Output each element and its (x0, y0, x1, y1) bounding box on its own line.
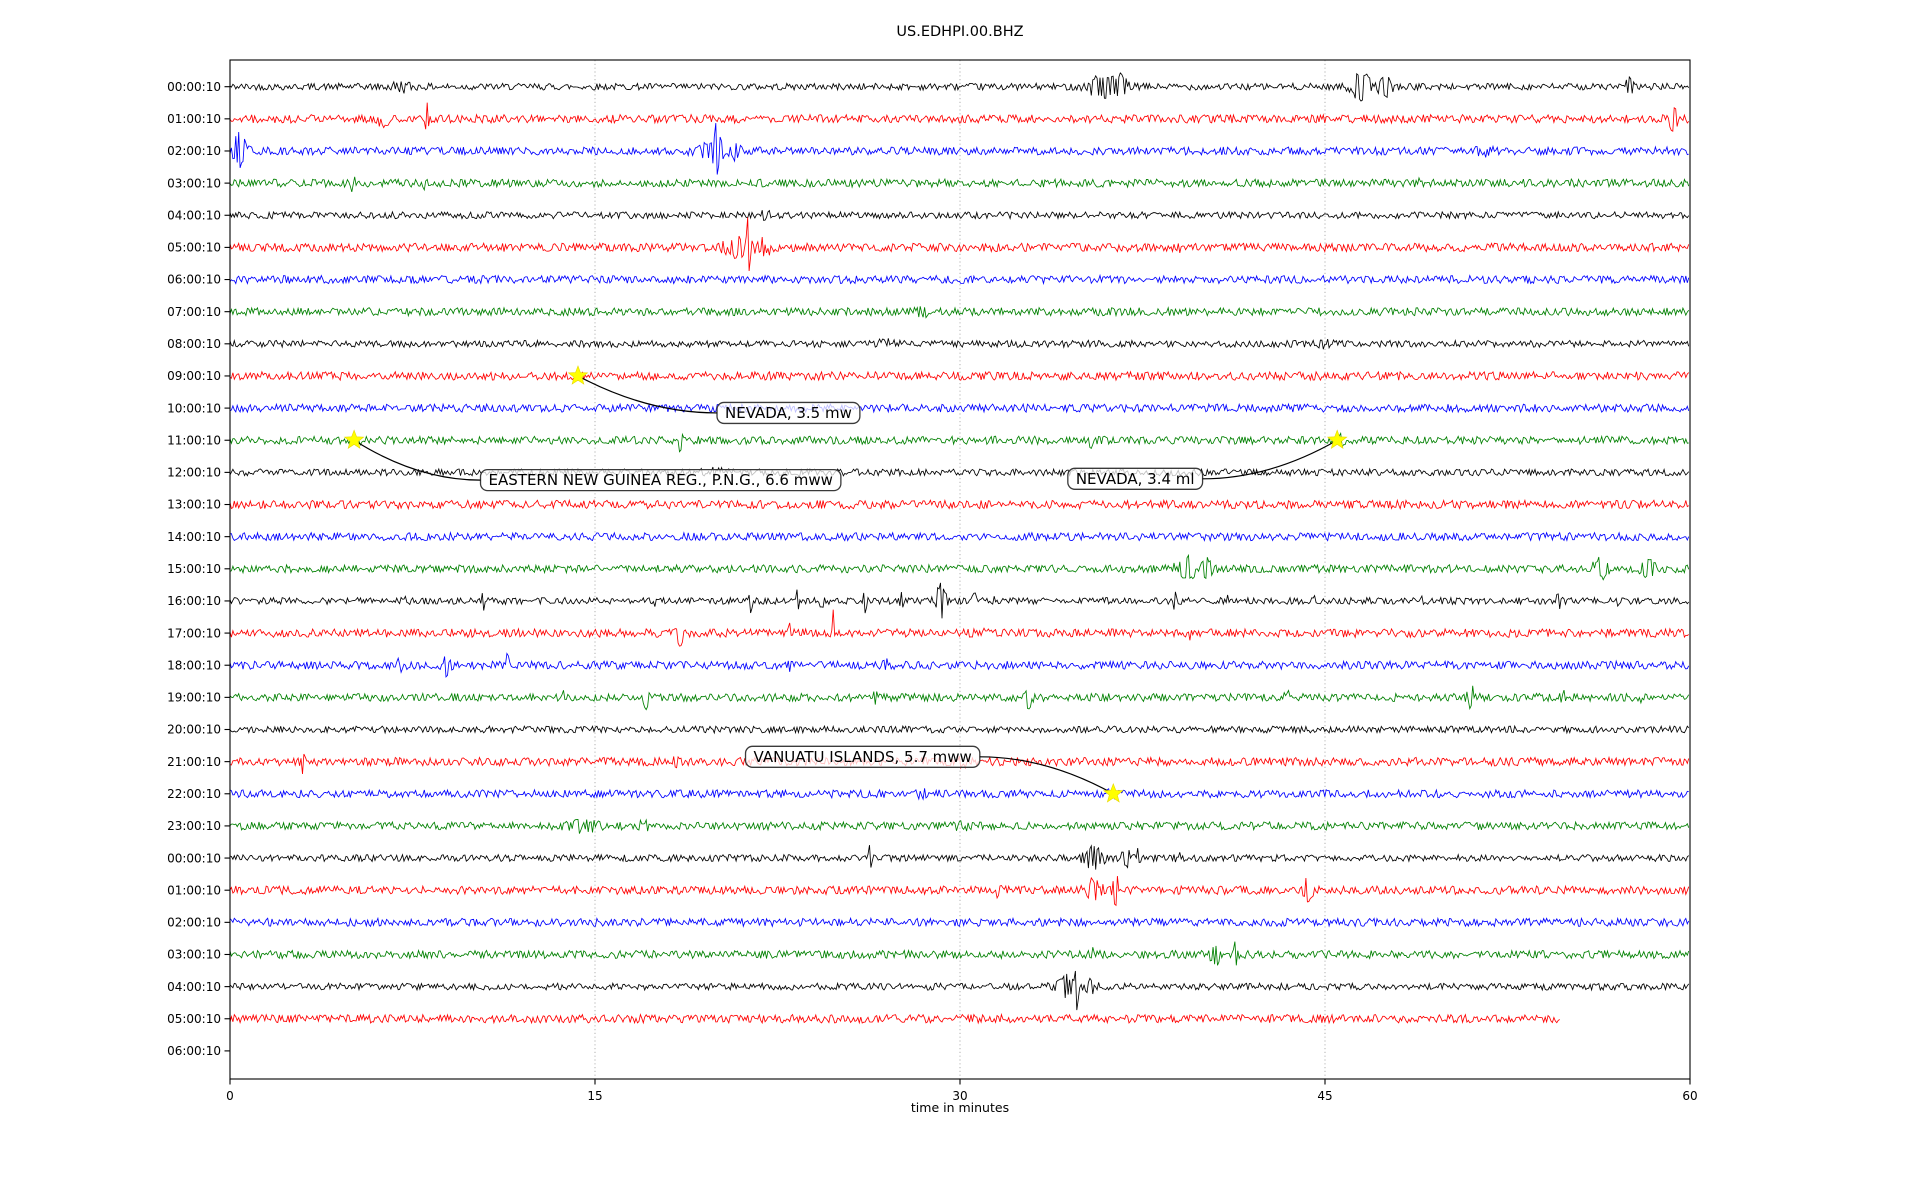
event-star-icon (1326, 429, 1348, 449)
seismogram-trace-row-18 (229, 652, 1690, 678)
y-tick-label: 09:00:10 (167, 369, 221, 383)
y-tick-label: 23:00:10 (167, 819, 221, 833)
y-tick-label: 02:00:10 (167, 916, 221, 930)
y-tick-label: 07:00:10 (167, 305, 221, 319)
annotation-connector (979, 756, 1114, 795)
y-tick-label: 04:00:10 (167, 208, 221, 222)
y-tick-label: 06:00:10 (167, 1044, 221, 1058)
y-tick-label: 03:00:10 (167, 948, 221, 962)
y-tick-label: 04:00:10 (167, 980, 221, 994)
y-tick-label: 19:00:10 (167, 691, 221, 705)
x-axis-label: time in minutes (911, 1100, 1009, 1115)
seismogram-trace-row-0 (229, 72, 1690, 102)
event-star-icon (343, 429, 365, 449)
x-tick-label: 60 (1682, 1089, 1697, 1103)
y-tick-label: 13:00:10 (167, 498, 221, 512)
seismogram-trace-row-25 (229, 875, 1690, 907)
seismogram-trace-row-27 (229, 941, 1690, 966)
annotations-layer: NEVADA, 3.5 mw EASTERN NEW GUINEA REG., P… (343, 365, 1348, 803)
seismogram-trace-row-23 (229, 818, 1690, 834)
annotation-connector (1202, 439, 1338, 480)
seismogram-trace-row-28 (229, 970, 1690, 1011)
y-tick-label: 16:00:10 (167, 594, 221, 608)
seismogram-trace-row-22 (229, 788, 1689, 801)
seismogram-trace-row-20 (229, 724, 1690, 735)
seismogram-trace-row-7 (229, 306, 1690, 319)
x-tick-label: 45 (1317, 1089, 1332, 1103)
seismogram-trace-row-11 (229, 432, 1689, 453)
seismogram-trace-row-15 (229, 553, 1690, 581)
seismogram-trace-row-6 (229, 273, 1690, 286)
seismogram-trace-row-24 (229, 844, 1689, 870)
y-tick-label: 11:00:10 (167, 433, 221, 447)
y-tick-label: 00:00:10 (167, 851, 221, 865)
seismogram-trace-row-5 (229, 217, 1690, 272)
y-tick-label: 18:00:10 (167, 658, 221, 672)
event-star-icon (1102, 782, 1124, 803)
y-tick-label: 03:00:10 (167, 176, 221, 190)
y-tick-label: 05:00:10 (167, 1012, 221, 1026)
seismogram-trace-row-17 (229, 609, 1689, 647)
seismogram-trace-row-26 (229, 916, 1690, 928)
annotation-label: EASTERN NEW GUINEA REG., P.N.G., 6.6 mww (489, 471, 833, 489)
seismogram-trace-row-16 (229, 582, 1690, 619)
seismogram-trace-row-8 (229, 337, 1690, 350)
seismogram-trace-row-2 (229, 123, 1689, 175)
y-tick-label: 21:00:10 (167, 755, 221, 769)
seismogram-trace-row-14 (229, 531, 1690, 543)
y-tick-label: 22:00:10 (167, 787, 221, 801)
annotation-label: NEVADA, 3.4 ml (1076, 470, 1195, 488)
y-tick-label: 10:00:10 (167, 401, 221, 415)
annotation-label: VANUATU ISLANDS, 5.7 mww (754, 748, 972, 766)
y-tick-label: 14:00:10 (167, 530, 221, 544)
annotation-label: NEVADA, 3.5 mw (725, 404, 852, 422)
gridlines-layer (594, 60, 1326, 1079)
y-tick-label: 08:00:10 (167, 337, 221, 351)
seismogram-trace-row-29 (229, 1012, 1560, 1025)
seismogram-trace-row-9 (229, 370, 1690, 382)
seismogram-trace-row-13 (229, 498, 1689, 511)
plot-border (229, 59, 1691, 1080)
seismogram-trace-row-19 (229, 685, 1690, 711)
chart-title: US.EDHPI.00.BHZ (896, 24, 1023, 40)
seismogram-trace-row-12 (229, 466, 1690, 478)
seismogram-trace-row-3 (229, 176, 1690, 193)
y-tick-label: 00:00:10 (167, 80, 221, 94)
y-tick-label: 15:00:10 (167, 562, 221, 576)
x-tick-label: 0 (226, 1089, 234, 1103)
seismogram-trace-row-10 (229, 402, 1690, 414)
x-tick-label: 30 (952, 1089, 967, 1103)
y-tick-label: 12:00:10 (167, 466, 221, 480)
annotation-connector (353, 439, 481, 481)
seismogram-trace-row-4 (229, 209, 1690, 221)
annotation-connector (577, 375, 718, 414)
x-tick-label: 15 (587, 1089, 602, 1103)
axes-layer: 0 15 30 45 60 00:00:10 01:00:10 02:00:10 03:00:1… (167, 80, 1698, 1103)
y-tick-label: 05:00:10 (167, 241, 221, 255)
seismogram-trace-row-1 (229, 102, 1690, 132)
y-tick-label: 01:00:10 (167, 883, 221, 897)
event-star-icon (567, 365, 589, 385)
y-tick-label: 17:00:10 (167, 626, 221, 640)
y-tick-label: 02:00:10 (167, 144, 221, 158)
y-tick-label: 01:00:10 (167, 112, 221, 126)
y-tick-label: 06:00:10 (167, 273, 221, 287)
traces-layer (229, 72, 1690, 1025)
y-tick-label: 20:00:10 (167, 723, 221, 737)
